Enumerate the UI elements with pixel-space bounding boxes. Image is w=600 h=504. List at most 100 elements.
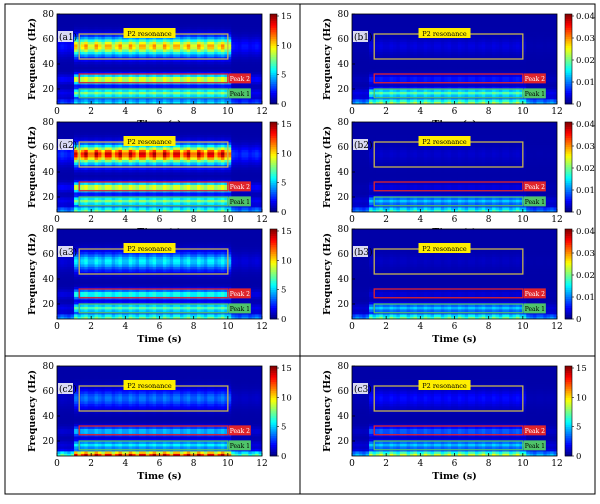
heatmap-cell <box>355 59 359 62</box>
heatmap-cell <box>448 99 452 102</box>
heatmap-cell <box>475 84 479 87</box>
heatmap-cell <box>400 24 404 27</box>
heatmap-cell <box>81 192 85 195</box>
heatmap-cell <box>540 17 544 20</box>
heatmap-cell <box>67 17 71 20</box>
heatmap-cell <box>194 62 198 65</box>
heatmap-cell <box>441 94 445 97</box>
heatmap-cell <box>71 27 75 30</box>
heatmap-cell <box>74 155 78 158</box>
heatmap-cell <box>444 69 448 72</box>
heatmap-cell <box>142 22 146 25</box>
heatmap-cell <box>492 99 496 102</box>
heatmap-cell <box>369 97 373 100</box>
heatmap-cell <box>197 29 201 32</box>
heatmap-cell <box>509 67 513 70</box>
heatmap-cell <box>105 22 109 25</box>
heatmap-cell <box>526 84 530 87</box>
heatmap-cell <box>403 77 407 80</box>
heatmap-cell <box>513 22 517 25</box>
heatmap-cell <box>437 69 441 72</box>
x-tick-label: 6 <box>157 107 163 117</box>
heatmap-cell <box>78 67 82 70</box>
heatmap-cell <box>482 69 486 72</box>
heatmap-cell <box>67 89 71 92</box>
heatmap-cell <box>88 14 92 17</box>
heatmap-cell <box>417 44 421 47</box>
heatmap-cell <box>156 39 160 42</box>
heatmap-cell <box>509 62 513 65</box>
heatmap-cell <box>482 17 486 20</box>
heatmap-cell <box>245 24 249 27</box>
heatmap-cell <box>71 97 75 100</box>
y-tick-label: 20 <box>338 85 350 95</box>
heatmap-cell <box>448 49 452 52</box>
heatmap-cell <box>362 54 366 57</box>
heatmap-cell <box>88 77 92 80</box>
heatmap-cell <box>352 64 356 67</box>
heatmap-cell <box>60 152 64 155</box>
heatmap-cell <box>242 49 246 52</box>
heatmap-cell <box>129 14 133 17</box>
heatmap-cell <box>410 94 414 97</box>
heatmap-cell <box>390 99 394 102</box>
heatmap-cell <box>444 14 448 17</box>
heatmap-cell <box>255 87 259 90</box>
heatmap-cell <box>91 125 95 128</box>
heatmap-cell <box>472 42 476 45</box>
heatmap-cell <box>242 37 246 40</box>
heatmap-cell <box>355 17 359 20</box>
colorbar-cell <box>270 68 277 71</box>
heatmap-cell <box>543 64 547 67</box>
heatmap-cell <box>540 49 544 52</box>
heatmap-cell <box>550 32 554 35</box>
heatmap-cell <box>228 14 232 17</box>
heatmap-cell <box>221 17 225 20</box>
heatmap-cell <box>57 130 61 133</box>
heatmap-cell <box>170 39 174 42</box>
heatmap-cell <box>125 69 129 72</box>
heatmap-cell <box>180 62 184 65</box>
colorbar-cell <box>270 100 277 103</box>
heatmap-cell <box>91 22 95 25</box>
heatmap-cell <box>84 125 88 128</box>
heatmap-cell <box>115 69 119 72</box>
heatmap-cell <box>218 84 222 87</box>
heatmap-cell <box>71 165 75 168</box>
heatmap-cell <box>519 22 523 25</box>
heatmap-cell <box>95 67 99 70</box>
heatmap-cell <box>516 44 520 47</box>
heatmap-cell <box>194 67 198 70</box>
heatmap-cell <box>444 47 448 50</box>
heatmap-cell <box>149 19 153 22</box>
heatmap-cell <box>105 17 109 20</box>
heatmap-cell <box>352 94 356 97</box>
heatmap-cell <box>400 37 404 40</box>
heatmap-cell <box>519 84 523 87</box>
heatmap-cell <box>163 94 167 97</box>
heatmap-cell <box>400 22 404 25</box>
heatmap-cell <box>420 64 424 67</box>
heatmap-cell <box>533 99 537 102</box>
heatmap-cell <box>98 145 102 148</box>
heatmap-cell <box>235 69 239 72</box>
heatmap-cell <box>352 47 356 50</box>
x-tick-label: 6 <box>452 107 458 117</box>
heatmap-cell <box>149 49 153 52</box>
heatmap-cell <box>417 42 421 45</box>
heatmap-cell <box>74 64 78 67</box>
heatmap-cell <box>88 67 92 70</box>
heatmap-cell <box>64 170 68 173</box>
heatmap-cell <box>547 89 551 92</box>
heatmap-cell <box>400 49 404 52</box>
heatmap-cell <box>248 99 252 102</box>
heatmap-cell <box>95 92 99 95</box>
heatmap-cell <box>119 24 123 27</box>
heatmap-cell <box>207 42 211 45</box>
heatmap-cell <box>129 22 133 25</box>
heatmap-cell <box>74 180 78 183</box>
heatmap-cell <box>509 42 513 45</box>
heatmap-cell <box>98 27 102 30</box>
heatmap-cell <box>207 99 211 102</box>
heatmap-cell <box>383 92 387 95</box>
